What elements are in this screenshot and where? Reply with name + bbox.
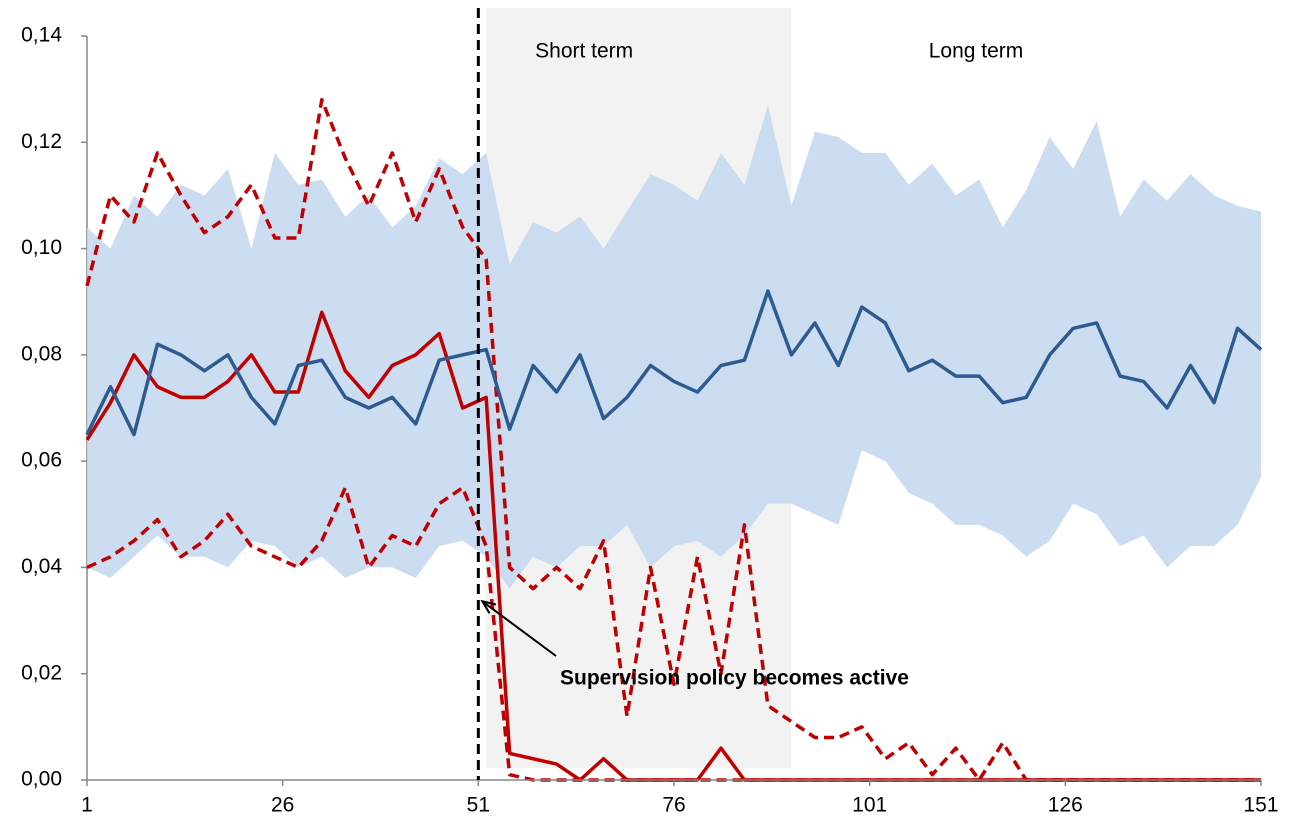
y-tick-label: 0,08: [21, 342, 62, 365]
annotation-text: Supervision policy becomes active: [560, 667, 909, 690]
dashed-line: [85, 98, 1261, 782]
region-label: Long term: [929, 40, 1024, 63]
y-tick-label: 0,02: [21, 661, 62, 684]
line: [85, 289, 1263, 437]
y-tick-label: 0,04: [21, 555, 62, 578]
x-tick-label: 151: [1243, 794, 1278, 817]
range-band: [87, 105, 1261, 589]
x-tick-label: 26: [271, 794, 294, 817]
arrow-head: [480, 599, 497, 614]
x-tick-label: 1: [81, 794, 93, 817]
annotation-arrow: [481, 600, 557, 657]
y-tick-label: 0,14: [21, 24, 62, 47]
y-tick-label: 0,00: [21, 768, 62, 791]
region-label: Short term: [535, 40, 633, 63]
x-tick-label: 126: [1048, 794, 1083, 817]
y-tick-label: 0,06: [21, 449, 62, 472]
y-tick-label: 0,12: [21, 130, 62, 153]
x-tick-label: 51: [467, 794, 490, 817]
x-tick-label: 76: [662, 794, 685, 817]
x-tick-label: 101: [852, 794, 887, 817]
y-tick-label: 0,10: [21, 236, 62, 259]
